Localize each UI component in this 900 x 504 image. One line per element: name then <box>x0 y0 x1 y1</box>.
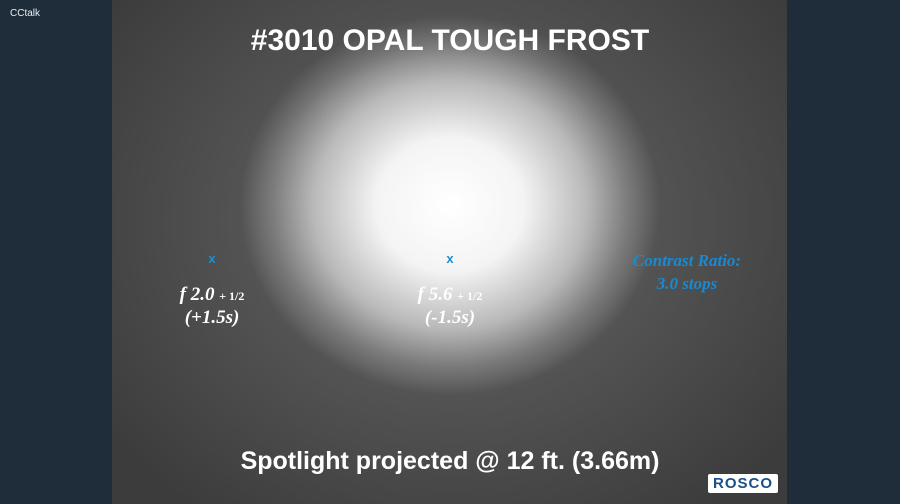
aperture: f 2.0 <box>179 284 215 305</box>
stops: (-1.5s) <box>424 307 476 328</box>
app-name: CCtalk <box>10 8 41 19</box>
adjustment: + 1/2 <box>457 289 483 303</box>
aperture: f 5.6 <box>417 284 453 305</box>
caption: Spotlight projected @ 12 ft. (3.66m) <box>240 447 660 475</box>
note: 3.0 stops <box>656 274 718 293</box>
slide-title: #3010 OPAL TOUGH FROST <box>250 24 650 57</box>
marker: x <box>208 251 216 266</box>
stops: (+1.5s) <box>184 307 240 328</box>
aperture-line: f 5.6 + 1/2 <box>418 284 483 306</box>
slide: #3010 OPAL TOUGH FROST x f 2.0 + 1/2 (+1… <box>112 0 787 504</box>
adjustment: + 1/2 <box>219 289 245 303</box>
aperture-line: f 2.0 + 1/2 <box>180 284 245 306</box>
note: Contrast Ratio: <box>632 251 742 270</box>
logo: rosco <box>708 474 779 493</box>
marker: x <box>446 251 454 266</box>
